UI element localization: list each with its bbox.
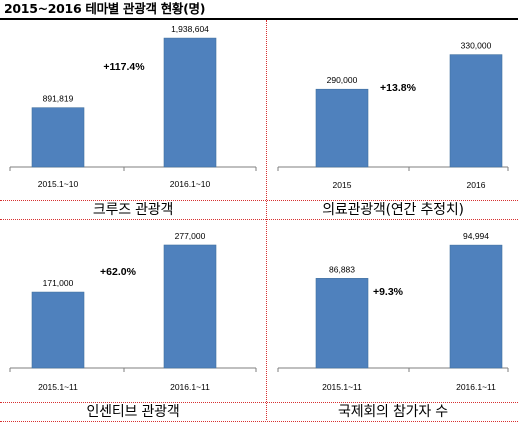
chart-cruise-tourists: 891,819 2015.1~10 1,938,604 2016.1~10 +117.4… — [6, 20, 260, 200]
x-tick-label-2015: 2015.1~11 — [38, 382, 78, 392]
x-tick-label-2015: 2015 — [333, 180, 352, 190]
chart-incentive-svg: 171,000 2015.1~11 277,000 2016.1~11 +62.0% — [9, 231, 257, 392]
data-label-2016: 330,000 — [461, 41, 492, 51]
chart-incentive-tourists: 171,000 2015.1~11 277,000 2016.1~11 +62.0% — [6, 221, 260, 402]
bar-2015 — [315, 88, 369, 168]
x-tick-label-2015: 2015.1~11 — [322, 382, 362, 392]
x-tick-label-2015: 2015.1~10 — [38, 179, 79, 189]
data-label-2015: 891,819 — [43, 94, 74, 104]
growth-rate-label: +62.0% — [100, 266, 137, 278]
bar-2016 — [163, 37, 217, 168]
x-tick-label-2016: 2016.1~10 — [170, 179, 211, 189]
chart-conference-svg: 86,883 2015.1~11 94,994 2016.1~11 +9.3% — [277, 231, 509, 392]
bar-2016 — [163, 244, 217, 369]
caption-medical-tourists: 의료관광객(연간 추정치) — [322, 202, 464, 218]
x-tick-label-2016: 2016.1~11 — [456, 382, 496, 392]
growth-rate-label: +9.3% — [373, 286, 404, 298]
data-label-2015: 290,000 — [327, 75, 358, 85]
bar-2015 — [31, 291, 85, 369]
divider-top-row-lower — [0, 219, 518, 220]
divider-vertical — [266, 20, 267, 420]
caption-cruise-tourists: 크루즈 관광객 — [92, 202, 174, 218]
x-tick-label-2016: 2016 — [467, 180, 486, 190]
chart-medical-tourists: 290,000 2015 330,000 2016 +13.8% — [272, 20, 512, 200]
chart-medical-svg: 290,000 2015 330,000 2016 +13.8% — [277, 41, 509, 190]
growth-rate-label: +13.8% — [380, 82, 417, 94]
bar-2015 — [31, 107, 85, 168]
divider-bottom-row-upper — [0, 402, 518, 403]
bar-2016 — [449, 244, 503, 369]
data-label-2015: 171,000 — [43, 278, 74, 288]
chart-cruise-svg: 891,819 2015.1~10 1,938,604 2016.1~10 +117.4… — [9, 24, 257, 189]
divider-top-row-upper — [0, 200, 518, 201]
data-label-2016: 1,938,604 — [171, 24, 209, 34]
bar-2016 — [449, 54, 503, 168]
caption-incentive-tourists: 인센티브 관광객 — [86, 404, 180, 420]
divider-bottom-row-lower — [0, 421, 518, 422]
page-title: 2015~2016 테마별 관광객 현황(명) — [4, 1, 206, 16]
data-label-2016: 94,994 — [463, 231, 489, 241]
x-tick-label-2016: 2016.1~11 — [170, 382, 210, 392]
data-label-2015: 86,883 — [329, 264, 355, 274]
chart-conference-participants: 86,883 2015.1~11 94,994 2016.1~11 +9.3% — [272, 221, 512, 402]
title-rule — [0, 18, 518, 20]
caption-conference-participants: 국제회의 참가자 수 — [338, 404, 448, 420]
growth-rate-label: +117.4% — [103, 61, 145, 73]
bar-2015 — [315, 278, 369, 369]
data-label-2016: 277,000 — [175, 231, 206, 241]
